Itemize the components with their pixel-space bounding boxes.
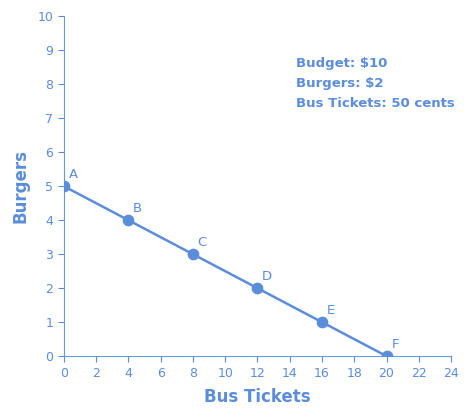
Text: A: A	[69, 168, 78, 181]
Point	[383, 353, 390, 359]
Text: E: E	[327, 304, 335, 317]
X-axis label: Bus Tickets: Bus Tickets	[204, 388, 311, 406]
Text: F: F	[392, 338, 399, 351]
Point	[189, 251, 197, 257]
Point	[125, 217, 132, 224]
Point	[318, 319, 326, 326]
Text: B: B	[133, 202, 142, 215]
Point	[60, 183, 67, 189]
Y-axis label: Burgers: Burgers	[11, 149, 29, 223]
Text: C: C	[198, 236, 207, 249]
Text: Budget: $10
Burgers: $2
Bus Tickets: 50 cents: Budget: $10 Burgers: $2 Bus Tickets: 50 …	[296, 57, 455, 110]
Point	[254, 285, 261, 291]
Text: D: D	[262, 270, 273, 283]
